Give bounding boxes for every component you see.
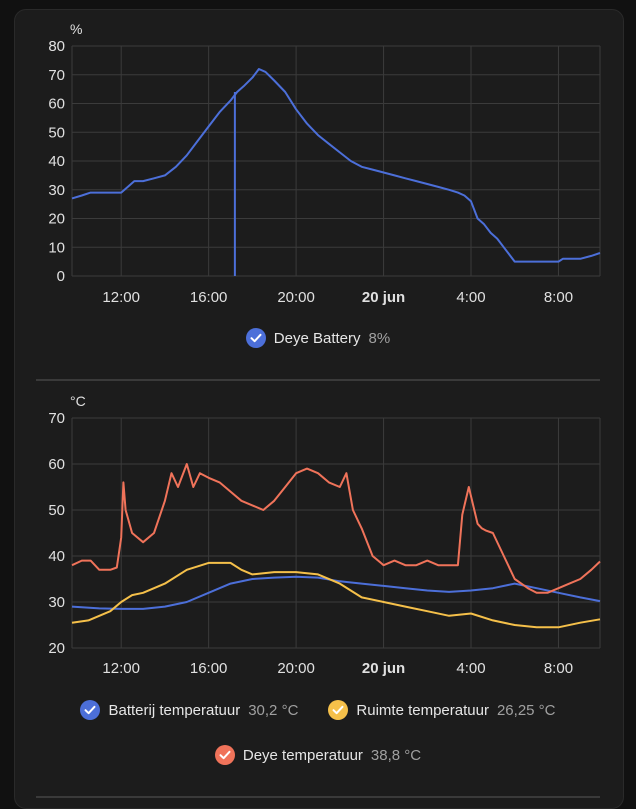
checkbox-checked-icon[interactable] (80, 700, 101, 720)
legend-value: 26,25 °C (496, 701, 556, 719)
legend-label: Deye temperatuur (242, 746, 363, 764)
y-tick-label: 10 (48, 239, 65, 256)
y-tick-label: 60 (48, 456, 65, 473)
legend-label: Ruimte temperatuur (356, 701, 489, 719)
x-tick-label: 12:00 (102, 660, 140, 677)
history-card (14, 9, 624, 809)
x-tick-label: 12:00 (102, 289, 140, 306)
y-tick-label: 80 (48, 38, 65, 55)
y-tick-label: 60 (48, 96, 65, 113)
legend-item-batterij-temperatuur[interactable]: Batterij temperatuur 30,2 °C (80, 700, 298, 720)
y-axis-unit: °C (70, 393, 86, 409)
x-tick-label: 4:00 (456, 660, 485, 677)
x-tick-label: 16:00 (190, 660, 228, 677)
series-line (71, 575, 601, 610)
series-line (71, 561, 601, 629)
y-tick-label: 30 (48, 594, 65, 611)
y-tick-label: 20 (48, 211, 65, 228)
legend-label: Deye Battery (273, 329, 361, 347)
temperature-chart[interactable]: °C 20 30 40 50 60 70 12:00 16:00 20:00 20 jun 4:00 8… (0, 0, 636, 690)
temperature-legend-row-2: Deye temperatuur 38,8 °C (0, 745, 636, 765)
y-tick-label: 70 (48, 410, 65, 427)
chart-divider (36, 379, 600, 381)
checkbox-checked-icon[interactable] (245, 328, 266, 348)
legend-item-ruimte-temperatuur[interactable]: Ruimte temperatuur 26,25 °C (328, 700, 556, 720)
series-line (71, 68, 601, 263)
checkbox-checked-icon[interactable] (328, 700, 349, 720)
battery-legend: Deye Battery 8% (0, 328, 636, 348)
x-tick-label: 16:00 (190, 289, 228, 306)
y-axis-unit: % (70, 21, 82, 37)
legend-item-deye-battery[interactable]: Deye Battery 8% (245, 328, 391, 348)
x-tick-label: 20 jun (362, 289, 405, 306)
chart-divider (36, 796, 600, 798)
temperature-legend-row-1: Batterij temperatuur 30,2 °C Ruimte temp… (0, 700, 636, 720)
y-tick-label: 70 (48, 67, 65, 84)
x-tick-label: 8:00 (544, 660, 573, 677)
y-tick-label: 30 (48, 182, 65, 199)
x-tick-label: 20 jun (362, 660, 405, 677)
y-tick-label: 20 (48, 640, 65, 657)
legend-value: 8% (368, 329, 391, 347)
y-tick-label: 50 (48, 124, 65, 141)
x-tick-label: 20:00 (277, 289, 315, 306)
y-tick-label: 0 (57, 268, 65, 285)
checkbox-checked-icon[interactable] (214, 745, 235, 765)
y-tick-label: 50 (48, 502, 65, 519)
legend-value: 30,2 °C (248, 701, 299, 719)
y-tick-label: 40 (48, 548, 65, 565)
legend-label: Batterij temperatuur (108, 701, 241, 719)
x-tick-label: 4:00 (456, 289, 485, 306)
legend-item-deye-temperatuur[interactable]: Deye temperatuur 38,8 °C (214, 745, 422, 765)
battery-chart[interactable]: % 0 10 20 30 40 50 60 70 80 12:00 16:00 20:00 20 jun 4… (0, 0, 636, 330)
series-line (71, 463, 601, 594)
x-tick-label: 20:00 (277, 660, 315, 677)
y-tick-label: 40 (48, 153, 65, 170)
legend-value: 38,8 °C (370, 746, 422, 764)
x-tick-label: 8:00 (544, 289, 573, 306)
